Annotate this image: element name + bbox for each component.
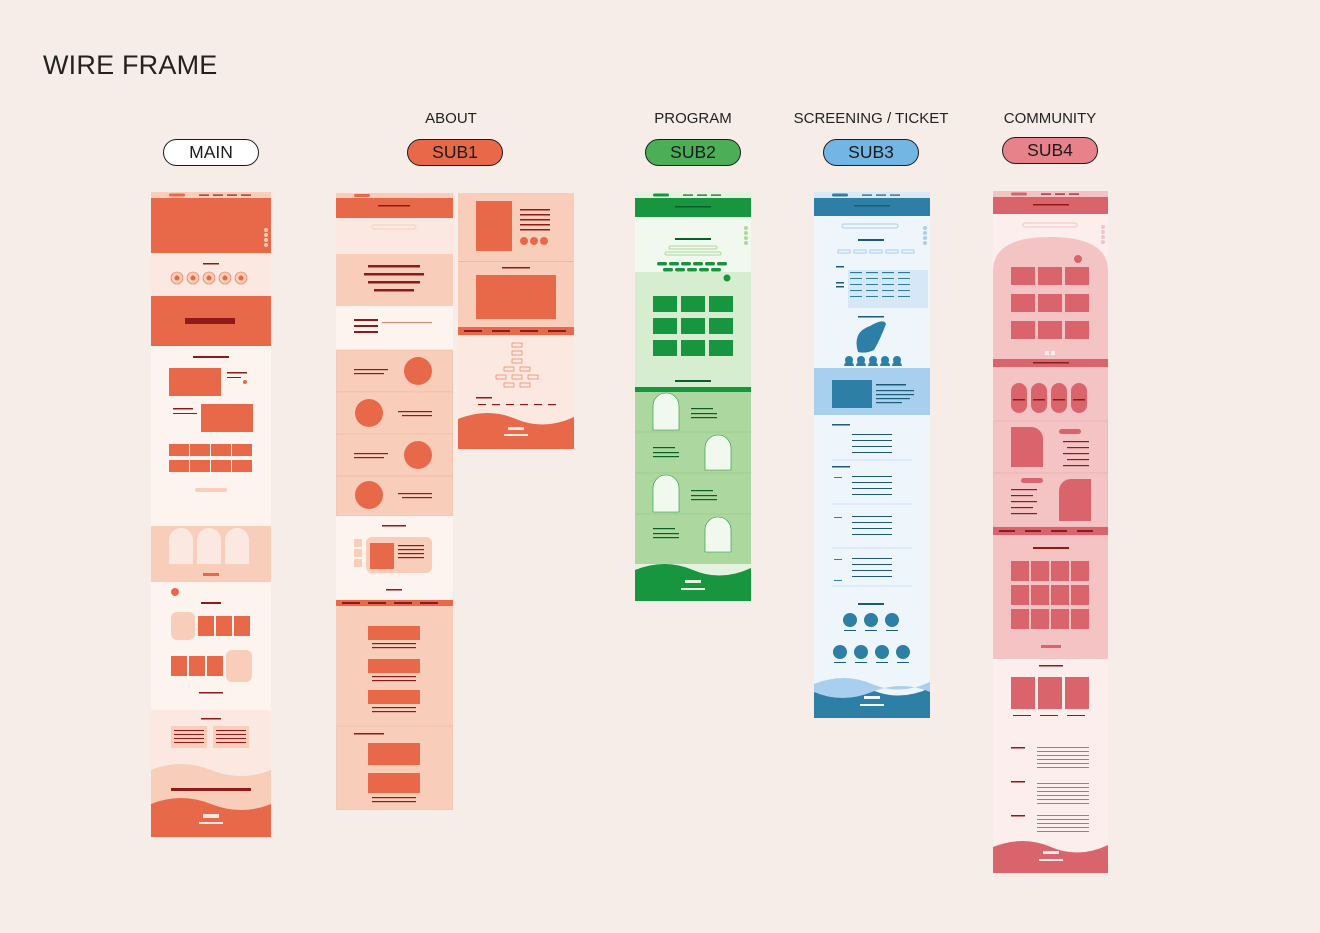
main-pill[interactable]: MAIN [163, 139, 259, 166]
sub4-wireframe [993, 191, 1108, 873]
sub3-pill[interactable]: SUB3 [823, 139, 919, 166]
sub2-pill[interactable]: SUB2 [645, 139, 741, 166]
section-caption-community: COMMUNITY [1003, 110, 1097, 127]
page-title: WIRE FRAME [43, 50, 218, 80]
sub4-pill[interactable]: SUB4 [1002, 137, 1098, 164]
section-caption-program: PROGRAM [654, 110, 732, 127]
main-wireframe [151, 192, 271, 837]
sub1-wireframe-right [458, 193, 574, 449]
section-caption-screening: SCREENING / TICKET [793, 110, 949, 127]
section-caption-about: ABOUT [425, 110, 477, 127]
sub1-wireframe-left [336, 193, 453, 810]
sub1-pill[interactable]: SUB1 [407, 139, 503, 166]
sub3-wireframe [814, 192, 930, 718]
sub2-wireframe [635, 192, 751, 601]
